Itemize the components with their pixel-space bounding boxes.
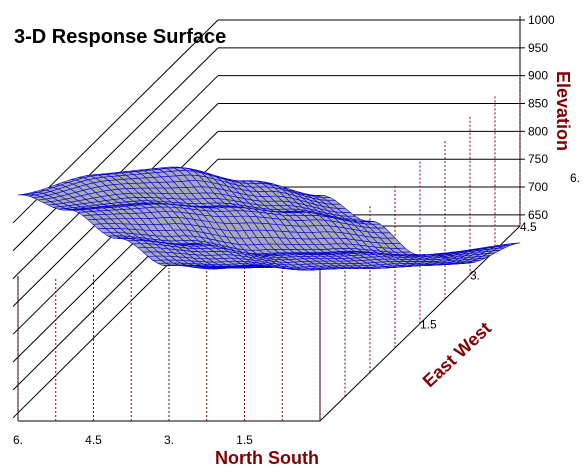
elevation-tick-label: 950 [528,41,548,55]
elevation-tick-label: 800 [528,124,548,138]
north-south-tick-label: 3. [164,433,174,447]
x-axis-label: North South [215,448,319,468]
elevation-tick-label: 900 [528,69,548,83]
surface-mesh [17,166,521,271]
elevation-tick-label: 1000 [528,13,555,27]
z-axis-label: Elevation [553,71,573,151]
elevation-diagonal [12,47,219,252]
east-west-tick-label: 3. [470,269,480,283]
elevation-tick-label: 700 [528,180,548,194]
north-south-ticks: 6. 4.5 3. 1.5 [13,433,253,447]
east-west-tick-label: 6. [570,171,580,185]
north-south-tick-label: 4.5 [85,433,102,447]
north-south-tick-label: 1.5 [236,433,253,447]
elevation-tick-label: 650 [528,208,548,222]
elevation-ticks: 1000 950 900 850 800 750 700 650 [528,13,555,222]
elevation-tick-label: 750 [528,152,548,166]
east-west-tick-label: 1.5 [420,317,437,331]
east-west-ticks: 1.5 3. 4.5 6. [420,171,580,331]
north-south-tick-label: 6. [13,433,23,447]
chart-title: 3-D Response Surface [14,26,226,48]
elevation-tick-label: 850 [528,97,548,111]
east-west-tick-label: 4.5 [520,220,537,234]
